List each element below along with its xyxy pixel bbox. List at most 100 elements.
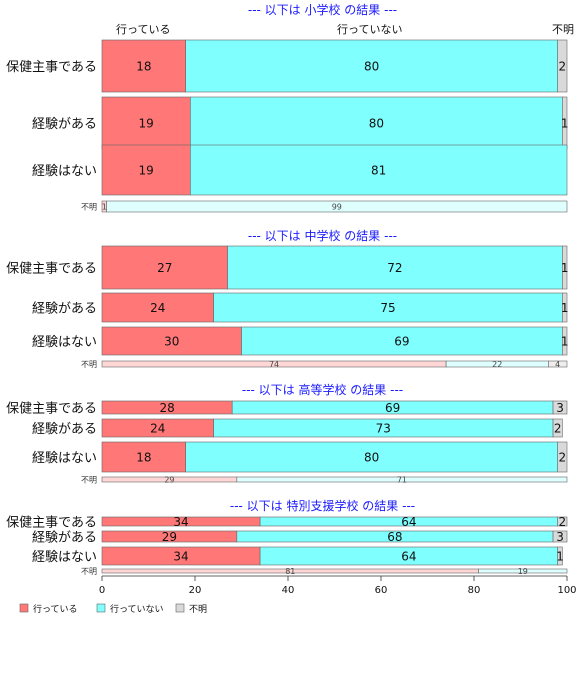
data-label: 1 <box>561 261 569 275</box>
bar-segment-no <box>241 326 563 356</box>
data-label: 80 <box>369 117 384 131</box>
data-label: 75 <box>380 301 395 315</box>
data-label: 1 <box>561 335 569 349</box>
column-header-no: 行っていない <box>337 23 402 36</box>
legend-label: 行っていない <box>110 603 164 615</box>
data-label: 1 <box>556 550 564 564</box>
x-tick-label: 80 <box>468 585 481 596</box>
section-4: --- 以下は 特別支援学校 の結果 --- 保健主事である 34 64 2 経験がある 2… <box>6 498 568 576</box>
bar-segment-no <box>190 144 568 196</box>
data-label: 1 <box>561 117 569 131</box>
column-headers: 行っている 行っていない 不明 <box>116 23 574 36</box>
row-label: 保健主事である <box>6 60 97 75</box>
section-title: --- 以下は 小学校 の結果 --- <box>248 2 397 17</box>
data-label: 73 <box>376 422 391 436</box>
x-tick-label: 0 <box>99 585 105 596</box>
section-title: --- 以下は 中学校 の結果 --- <box>248 228 397 243</box>
data-label: 19 <box>518 567 528 576</box>
data-label: 19 <box>139 164 154 178</box>
x-tick-label: 40 <box>282 585 295 596</box>
bar-segment-no <box>213 292 563 323</box>
row-label: 不明 <box>81 203 97 212</box>
bar-row: 不明 74 22 4 <box>81 360 568 369</box>
bar-segment-unknown <box>562 326 568 356</box>
row-label: 経験はない <box>32 451 97 466</box>
bar-segment-unknown <box>557 516 568 527</box>
bar-row: 保健主事である 18 80 2 <box>6 39 568 93</box>
x-tick-label: 20 <box>189 585 202 596</box>
bar-segment-unknown <box>562 245 568 290</box>
bar-row: 保健主事である 34 64 2 <box>6 515 568 531</box>
data-label: 2 <box>554 422 562 436</box>
row-label: 経験がある <box>32 302 97 317</box>
data-label: 34 <box>173 550 188 564</box>
data-label: 34 <box>173 515 188 529</box>
data-label: 80 <box>364 451 379 465</box>
x-tick-label: 60 <box>375 585 388 596</box>
bar-segment-unknown <box>557 39 568 93</box>
data-label: 69 <box>394 335 409 349</box>
bar-segment-unknown <box>552 418 563 438</box>
row-label: 保健主事である <box>6 516 97 531</box>
bar-segment-unknown <box>548 360 568 368</box>
legend-swatch <box>175 603 185 613</box>
bar-segment-no <box>227 245 563 290</box>
bar-segment-yes <box>101 39 186 93</box>
bar-segment-no <box>236 476 568 483</box>
data-label: 80 <box>364 60 379 74</box>
bar-row: 不明 1 99 <box>81 200 568 213</box>
bar-row: 経験はない 34 64 1 <box>32 546 564 566</box>
row-label: 経験はない <box>32 550 97 565</box>
bars-layer: --- 以下は 小学校 の結果 --- 保健主事である 18 80 2 経験がある 19 80… <box>6 2 568 576</box>
data-label: 2 <box>559 515 567 529</box>
data-label: 19 <box>139 117 154 131</box>
bar-segment-yes <box>101 245 228 290</box>
data-label: 18 <box>136 60 151 74</box>
section-title: --- 以下は 特別支援学校 の結果 --- <box>230 498 415 513</box>
row-label: 経験はない <box>32 164 97 179</box>
data-label: 2 <box>559 60 567 74</box>
legend: 行っている 行っていない 不明 <box>19 603 207 615</box>
section-3: --- 以下は 高等学校 の結果 --- 保健主事である 28 69 3 経験がある 24 7… <box>6 382 568 485</box>
bar-segment-no <box>190 96 563 150</box>
bar-segment-no <box>106 200 568 213</box>
x-axis: 0 20 40 60 80 100 <box>99 575 577 596</box>
column-header-yes: 行っている <box>116 23 170 36</box>
legend-label: 不明 <box>189 604 207 615</box>
data-label: 99 <box>332 203 342 212</box>
data-label: 4 <box>555 360 560 369</box>
row-label: 保健主事である <box>6 262 97 277</box>
bar-row: 不明 29 71 <box>81 476 568 485</box>
data-label: 68 <box>387 530 402 544</box>
data-label: 27 <box>157 261 172 275</box>
bar-row: 不明 81 19 <box>81 567 568 576</box>
data-label: 18 <box>136 451 151 465</box>
row-label: 経験がある <box>32 531 97 546</box>
row-label: 不明 <box>81 476 97 485</box>
bar-row: 経験はない 19 81 <box>32 144 568 196</box>
row-label: 経験がある <box>32 422 97 437</box>
data-label: 3 <box>556 401 564 415</box>
bar-row: 経験がある 24 73 2 <box>32 418 563 438</box>
bar-segment-yes <box>101 441 186 473</box>
bar-segment-no <box>185 441 558 473</box>
bar-row: 経験がある 29 68 3 <box>32 530 568 546</box>
row-label: 不明 <box>81 567 97 576</box>
section-title: --- 以下は 高等学校 の結果 --- <box>242 382 403 397</box>
legend-label: 行っている <box>33 603 78 615</box>
data-label: 1 <box>102 203 107 212</box>
data-label: 64 <box>401 550 416 564</box>
data-label: 71 <box>397 476 407 485</box>
bar-segment-unknown <box>562 292 568 323</box>
data-label: 3 <box>556 530 564 544</box>
data-label: 1 <box>561 301 569 315</box>
row-label: 経験がある <box>32 117 97 132</box>
data-label: 81 <box>285 567 295 576</box>
x-tick-label: 100 <box>557 585 576 596</box>
data-label: 28 <box>159 401 174 415</box>
legend-swatch <box>19 603 29 613</box>
row-label: 不明 <box>81 360 97 369</box>
bar-row: 経験がある 19 80 1 <box>32 96 569 150</box>
bar-segment-unknown <box>552 400 568 415</box>
